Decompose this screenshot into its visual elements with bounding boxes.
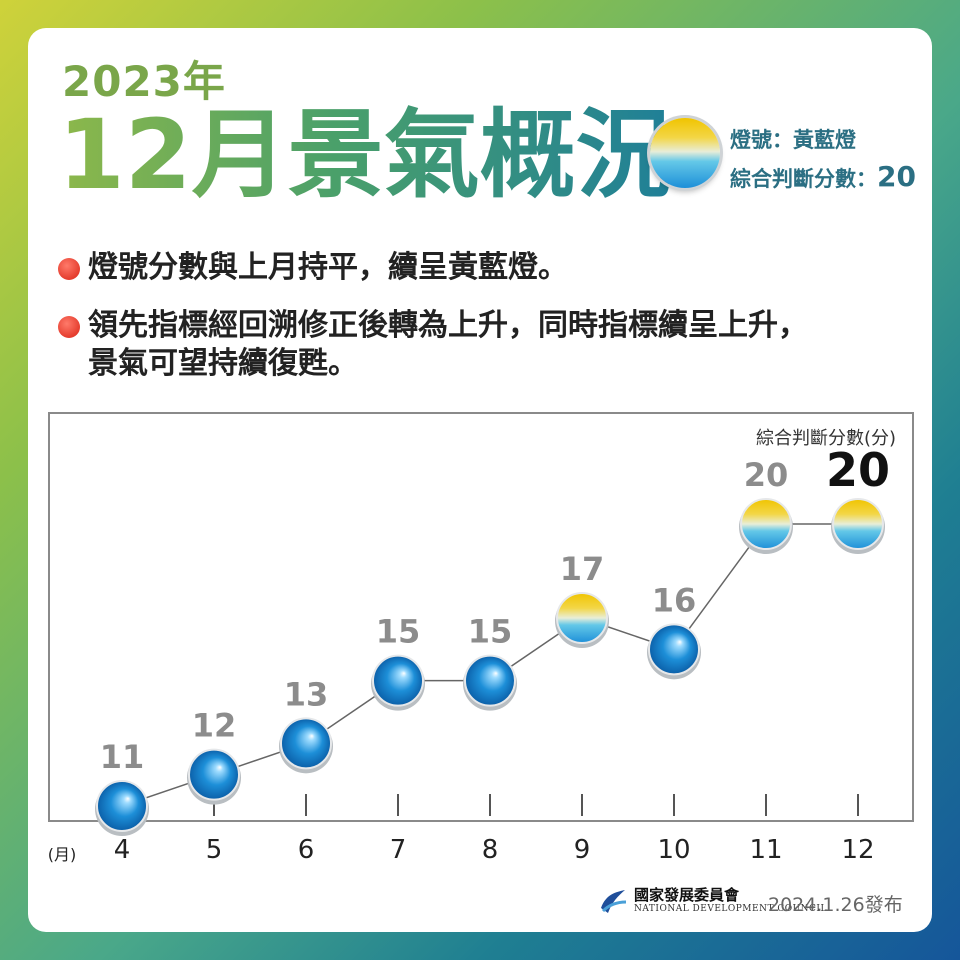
bullet-text-3: 景氣可望持續復甦。 [88,346,358,381]
yellow-blue-signal-icon [650,118,720,188]
x-tick-label: 12 [841,835,874,865]
bullet-text-1: 燈號分數與上月持平，續呈黃藍燈。 [88,250,568,285]
x-tick-label: 8 [482,835,499,865]
bullet-dot-icon [58,316,80,338]
blue-signal-point [96,780,148,832]
blue-signal-point [280,717,332,770]
x-tick-label: 10 [657,835,690,865]
x-tick-label: 9 [574,835,591,865]
data-label: 17 [560,550,605,588]
signal-label: 燈號：黃藍燈 [730,128,856,152]
score-line-chart: 綜合判斷分數(分) (月) 4 11 5 12 6 13 7 15 8 15 9 17 10 16 11 20… [48,428,896,865]
score-line: 綜合判斷分數：20 [730,160,916,193]
data-label: 13 [284,675,329,713]
year-heading: 2023年 [62,57,226,106]
data-label: 12 [192,707,237,745]
page-title: 12月景氣概況 [58,99,672,211]
bullet-text-2: 領先指標經回溯修正後轉為上升，同時指標續呈上升， [88,308,808,343]
data-label: 11 [100,738,145,776]
y-axis-label: 綜合判斷分數(分) [756,428,896,449]
release-date: 2024.1.26發布 [768,894,903,916]
bullet-dot-icon [58,258,80,280]
data-label: 20 [826,443,890,497]
data-label: 15 [376,613,421,651]
org-name: 國家發展委員會 [634,886,740,904]
x-tick-label: 11 [749,835,782,865]
x-tick-label: 4 [114,835,131,865]
data-label: 16 [652,581,697,619]
x-tick-label: 6 [298,835,315,865]
blue-signal-point [188,748,240,801]
ndc-logo-icon [601,890,627,913]
yellow-blue-signal-point [740,498,792,550]
x-tick-label: 7 [390,835,407,865]
chart-frame [48,412,914,822]
data-label: 20 [744,456,789,494]
score-value: 20 [877,160,916,193]
yellow-blue-signal-point [832,498,884,550]
yellow-blue-signal-point [556,592,608,644]
blue-signal-point [372,654,424,707]
blue-signal-point [464,654,516,707]
blue-signal-point [648,623,700,676]
x-axis-label: (月) [48,845,77,864]
score-label: 綜合判斷分數： [730,167,877,191]
data-label: 15 [468,613,513,651]
x-tick-label: 5 [206,835,223,865]
org-name-en: NATIONAL DEVELOPMENT COUNCIL [634,904,827,914]
